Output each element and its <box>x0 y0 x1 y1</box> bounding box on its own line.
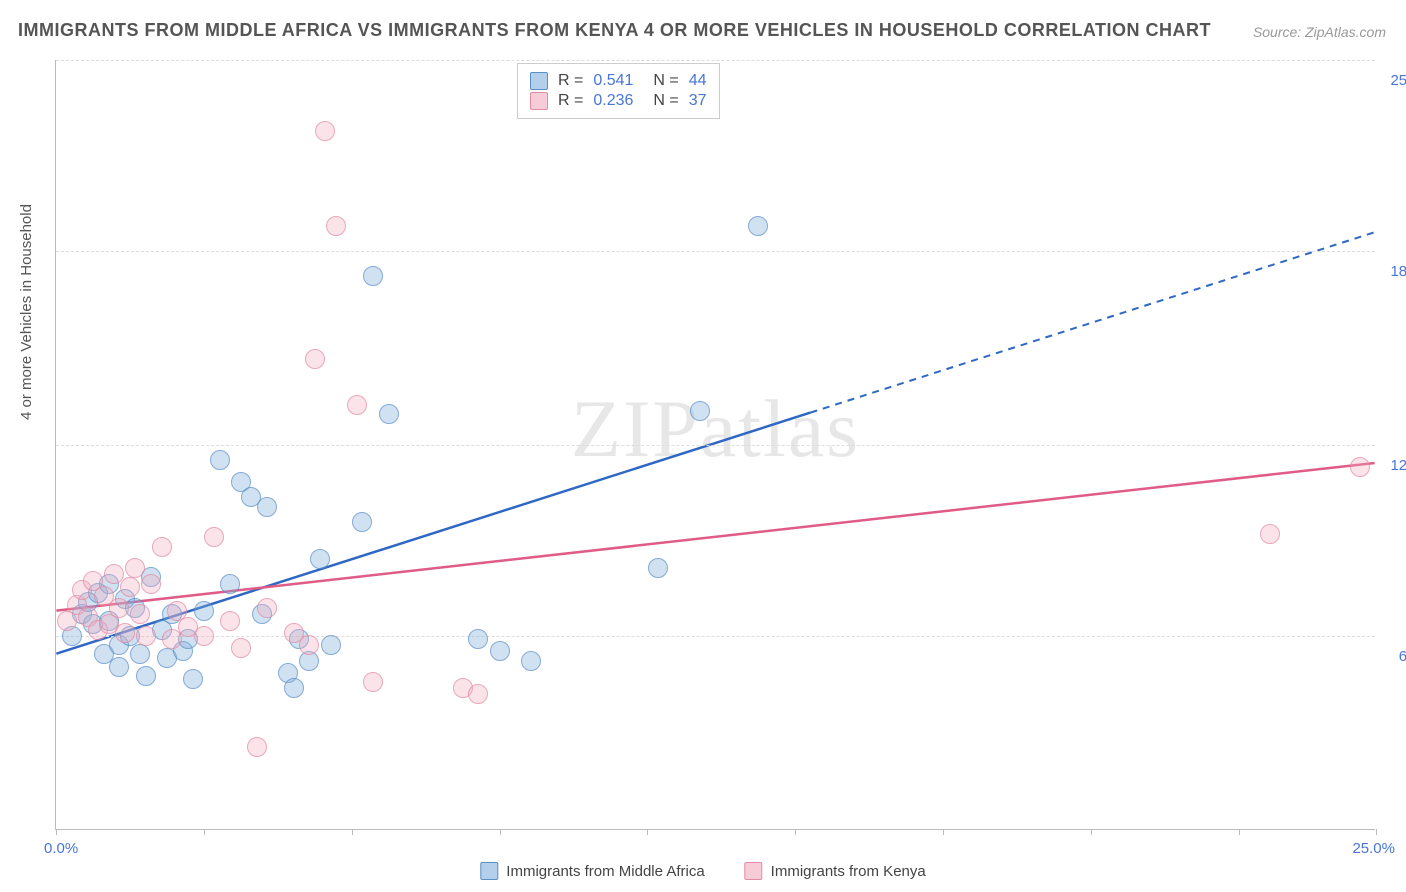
correlation-stats-box: R = 0.541 N = 44 R = 0.236 N = 37 <box>517 63 720 119</box>
x-tick <box>352 829 353 835</box>
data-point <box>109 657 129 677</box>
data-point <box>379 404 399 424</box>
y-tick-label: 18.8% <box>1390 263 1406 280</box>
x-tick <box>1091 829 1092 835</box>
data-point <box>136 666 156 686</box>
data-point <box>125 558 145 578</box>
gridline <box>56 60 1375 61</box>
data-point <box>141 574 161 594</box>
r-value: 0.541 <box>593 72 633 90</box>
data-point <box>231 638 251 658</box>
data-point <box>648 558 668 578</box>
data-point <box>305 349 325 369</box>
data-point <box>468 629 488 649</box>
data-point <box>136 626 156 646</box>
data-point <box>321 635 341 655</box>
r-value: 0.236 <box>593 92 633 110</box>
x-tick <box>500 829 501 835</box>
n-label: N = <box>653 92 678 110</box>
y-tick-label: 6.3% <box>1399 648 1406 665</box>
x-axis-max-label: 25.0% <box>1352 840 1395 857</box>
y-tick-label: 25.0% <box>1390 72 1406 89</box>
legend-swatch-icon <box>480 862 498 880</box>
data-point <box>1260 524 1280 544</box>
data-point <box>363 266 383 286</box>
data-point <box>183 669 203 689</box>
stats-row: R = 0.236 N = 37 <box>530 92 707 110</box>
x-tick <box>56 829 57 835</box>
chart-container: IMMIGRANTS FROM MIDDLE AFRICA VS IMMIGRA… <box>0 0 1406 892</box>
data-point <box>152 537 172 557</box>
data-point <box>315 121 335 141</box>
watermark: ZIPatlas <box>571 382 860 476</box>
plot-area: ZIPatlas 6.3%12.5%18.8%25.0%0.0%25.0% <box>55 60 1375 830</box>
trend-line-solid <box>56 463 1374 611</box>
chart-title: IMMIGRANTS FROM MIDDLE AFRICA VS IMMIGRA… <box>18 20 1211 41</box>
x-tick <box>1376 829 1377 835</box>
legend-swatch-icon <box>745 862 763 880</box>
data-point <box>120 577 140 597</box>
x-tick <box>1239 829 1240 835</box>
x-axis-min-label: 0.0% <box>44 840 78 857</box>
legend-label: Immigrants from Kenya <box>771 863 926 880</box>
x-tick <box>943 829 944 835</box>
gridline <box>56 251 1375 252</box>
x-tick <box>795 829 796 835</box>
data-point <box>247 737 267 757</box>
data-point <box>130 644 150 664</box>
data-point <box>310 549 330 569</box>
legend: Immigrants from Middle Africa Immigrants … <box>480 862 925 880</box>
n-value: 37 <box>689 92 707 110</box>
y-tick-label: 12.5% <box>1390 457 1406 474</box>
data-point <box>748 216 768 236</box>
data-point <box>690 401 710 421</box>
data-point <box>347 395 367 415</box>
data-point <box>115 623 135 643</box>
n-label: N = <box>653 72 678 90</box>
data-point <box>468 684 488 704</box>
source-attribution: Source: ZipAtlas.com <box>1253 24 1386 40</box>
trend-line-dashed <box>810 232 1374 412</box>
data-point <box>326 216 346 236</box>
series-swatch-icon <box>530 92 548 110</box>
x-tick <box>647 829 648 835</box>
stats-row: R = 0.541 N = 44 <box>530 72 707 90</box>
data-point <box>194 601 214 621</box>
series-swatch-icon <box>530 72 548 90</box>
data-point <box>521 651 541 671</box>
data-point <box>130 604 150 624</box>
data-point <box>257 497 277 517</box>
legend-item: Immigrants from Kenya <box>745 862 926 880</box>
data-point <box>109 598 129 618</box>
y-axis-label: 4 or more Vehicles in Household <box>18 204 35 420</box>
legend-item: Immigrants from Middle Africa <box>480 862 704 880</box>
data-point <box>299 635 319 655</box>
data-point <box>490 641 510 661</box>
data-point <box>220 611 240 631</box>
data-point <box>220 574 240 594</box>
r-label: R = <box>558 72 583 90</box>
gridline <box>56 445 1375 446</box>
data-point <box>1350 457 1370 477</box>
data-point <box>204 527 224 547</box>
data-point <box>352 512 372 532</box>
data-point <box>363 672 383 692</box>
n-value: 44 <box>689 72 707 90</box>
data-point <box>284 678 304 698</box>
data-point <box>210 450 230 470</box>
data-point <box>194 626 214 646</box>
x-tick <box>204 829 205 835</box>
legend-label: Immigrants from Middle Africa <box>506 863 704 880</box>
r-label: R = <box>558 92 583 110</box>
gridline <box>56 636 1375 637</box>
data-point <box>257 598 277 618</box>
